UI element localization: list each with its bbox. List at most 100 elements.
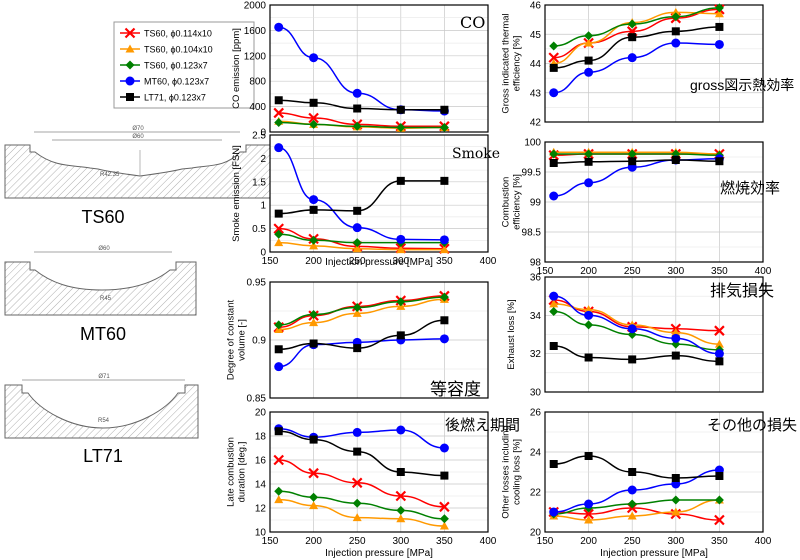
y-tick-label: 22 <box>530 488 542 499</box>
legend: TS60, ϕ0.114x10 TS60, ϕ0.104x10 TS60, ϕ0.1… <box>113 21 255 109</box>
x-tick-label: 400 <box>755 536 772 547</box>
x-tick-label: 300 <box>392 536 409 547</box>
legend-marker-square <box>126 93 134 101</box>
data-point <box>584 178 594 188</box>
x-tick-label: 250 <box>624 536 641 547</box>
panel-title: その他の損失 <box>707 417 797 434</box>
piston-mt60-label: MT60 <box>80 324 126 344</box>
data-point <box>584 452 593 460</box>
series-ts60-0-123x7 <box>549 3 724 51</box>
data-point <box>308 112 319 124</box>
series-mt60-0-123x7 <box>549 465 724 517</box>
data-point <box>715 357 724 366</box>
data-point <box>352 498 362 508</box>
data-point <box>549 307 559 316</box>
x-axis-label: Injection pressure [MPa] <box>325 257 433 268</box>
data-point <box>353 104 362 113</box>
y-tick-label: 0.95 <box>247 278 267 289</box>
y-tick-label: 0.9 <box>252 336 266 347</box>
piston-lt71-body <box>4 384 199 439</box>
data-point <box>628 157 637 166</box>
data-point <box>714 514 725 526</box>
data-point <box>274 427 283 436</box>
data-point <box>714 339 724 348</box>
data-point <box>584 515 594 524</box>
x-tick-label: 200 <box>305 256 322 267</box>
legend-marker-diamond <box>125 60 135 70</box>
series-lt71-0-123x7 <box>549 156 724 167</box>
y-tick-label: 20 <box>255 408 267 419</box>
y-tick-label: 1200 <box>244 51 267 62</box>
data-point <box>549 191 559 201</box>
data-point <box>584 67 594 77</box>
data-point <box>309 195 319 205</box>
y-tick-label: 30 <box>530 388 542 399</box>
data-point <box>396 468 405 476</box>
data-point <box>671 7 681 16</box>
data-point <box>274 117 284 127</box>
data-point <box>584 38 594 47</box>
data-point <box>352 88 362 98</box>
data-point <box>549 460 558 468</box>
panel-title: 燃焼効率 <box>720 179 780 197</box>
legend-marker-x <box>124 27 136 39</box>
x-axis-label: Injection pressure [MPa] <box>600 548 708 559</box>
x-tick-label: 400 <box>480 536 497 547</box>
data-point <box>352 303 362 313</box>
panel-title: CO <box>460 13 485 32</box>
plot-frame <box>544 141 764 263</box>
data-point <box>671 328 681 337</box>
legend-label: MT60, ϕ0.123x7 <box>144 77 209 87</box>
x-tick-label: 350 <box>711 266 728 277</box>
y-tick-label: 98 <box>530 258 542 269</box>
data-point <box>352 244 362 253</box>
data-point <box>549 299 559 308</box>
data-point <box>549 149 559 159</box>
data-point <box>715 472 724 480</box>
data-point <box>274 96 283 105</box>
piston-mt60-body <box>4 261 197 316</box>
data-point <box>627 324 637 334</box>
data-point <box>671 495 681 505</box>
data-point <box>274 209 283 218</box>
series-lt71-0-123x7 <box>549 22 724 72</box>
data-point <box>584 31 594 41</box>
piston-ts60: Ø70 Ø60 R42.35 TS60 <box>4 126 274 227</box>
panel-title: gross図示熱効率 <box>690 77 794 93</box>
x-tick-label: 350 <box>711 536 728 547</box>
x-tick-label: 250 <box>349 256 366 267</box>
chart-other: 20 22 24 26 150 200 250 300 350 400 Injection pres… <box>501 408 798 560</box>
data-point <box>309 501 319 510</box>
series-ts60-0-123x7 <box>274 292 449 330</box>
data-point <box>396 514 406 523</box>
data-point <box>439 501 450 513</box>
x-tick-label: 250 <box>624 266 641 277</box>
data-point <box>309 119 319 129</box>
x-tick-label: 200 <box>580 536 597 547</box>
data-point <box>671 333 681 343</box>
data-point <box>584 56 593 65</box>
y-axis-label-line: CO emission [ppm] <box>231 28 242 109</box>
y-tick-label: 16 <box>255 456 267 467</box>
data-point <box>353 447 362 456</box>
y-tick-label: 1600 <box>244 26 267 37</box>
y-axis-label-line: volume [-] <box>237 319 248 361</box>
data-point <box>396 234 406 244</box>
data-point <box>308 467 319 479</box>
y-axis-label: Exhaust loss [%] <box>506 299 517 369</box>
chart-doc: 0.85 0.9 0.95 Degree of constant volume [-] 等… <box>226 278 489 405</box>
data-point <box>584 310 594 320</box>
y-axis-label: Other losses including cooling loss [%] <box>501 425 523 518</box>
y-tick-label: 18 <box>255 432 267 443</box>
data-point <box>714 39 724 49</box>
data-point <box>671 507 681 516</box>
data-point <box>671 38 681 48</box>
y-tick-label: 42 <box>530 118 542 129</box>
y-tick-label: 0.5 <box>252 224 266 235</box>
y-tick-label: 0 <box>260 248 266 259</box>
x-tick-label: 350 <box>436 536 453 547</box>
data-point <box>309 205 318 214</box>
data-point <box>274 362 284 372</box>
piston-ts60-body <box>4 144 274 199</box>
piston-lt71-top-dim: Ø71 <box>98 374 110 380</box>
